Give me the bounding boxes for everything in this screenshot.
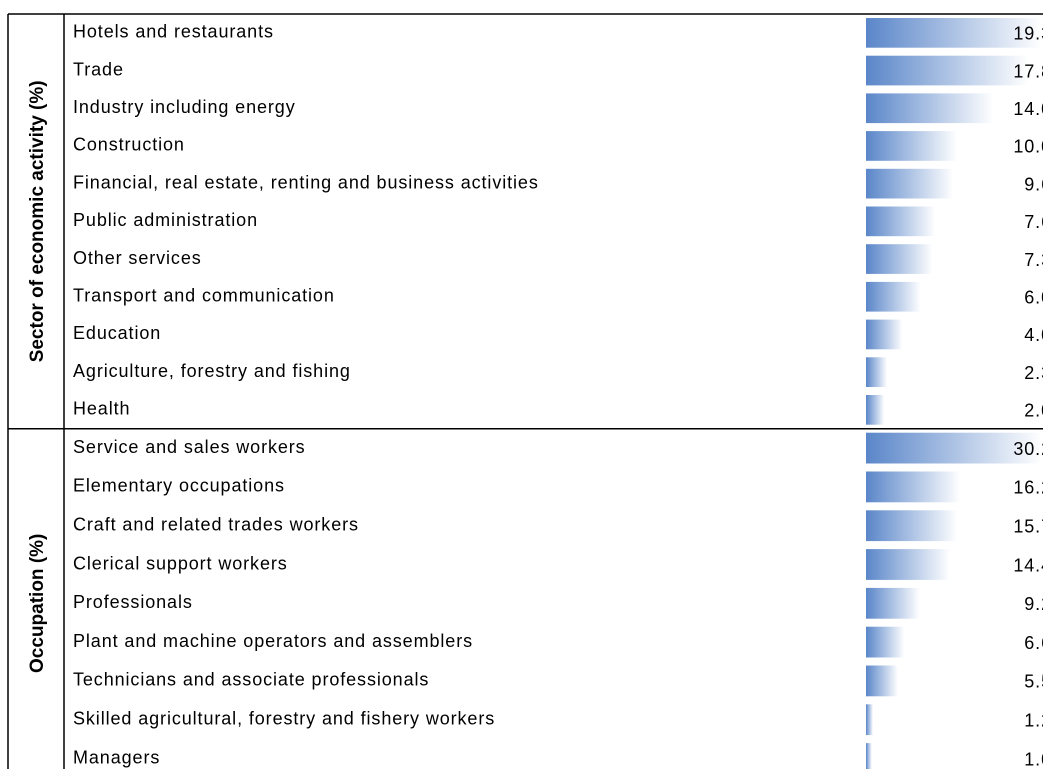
row-value: 15.7: [1013, 516, 1043, 536]
row-value: 1.2: [1024, 710, 1043, 730]
row-label: Industry including energy: [73, 97, 296, 117]
data-bar: [866, 206, 936, 237]
row-label: Craft and related trades workers: [73, 514, 359, 534]
row-label: Plant and machine operators and assemble…: [73, 631, 473, 651]
data-bar: [866, 665, 899, 697]
row-value: 14.4: [1013, 555, 1043, 575]
data-bar: [866, 626, 905, 658]
row-value: 5.5: [1024, 672, 1043, 692]
row-label: Trade: [73, 59, 124, 79]
row-label: Skilled agricultural, forestry and fishe…: [73, 708, 495, 728]
data-bar: [866, 395, 885, 425]
row-label: Clerical support workers: [73, 553, 288, 573]
row-value: 9.6: [1024, 174, 1043, 194]
row-label: Service and sales workers: [73, 437, 306, 457]
row-label: Transport and communication: [73, 286, 335, 306]
row-label: Elementary occupations: [73, 476, 285, 496]
data-bar: [866, 244, 933, 274]
row-label: Professionals: [73, 592, 193, 612]
row-value: 9.2: [1024, 594, 1043, 614]
data-bar: [866, 432, 1042, 464]
row-label: Agriculture, forestry and fishing: [73, 361, 351, 381]
row-label: Education: [73, 323, 161, 343]
row-value: 6.0: [1024, 288, 1043, 308]
row-value: 2.3: [1024, 363, 1043, 383]
row-value: 14.0: [1013, 99, 1043, 119]
row-label: Other services: [73, 248, 202, 268]
row-label: Hotels and restaurants: [73, 22, 274, 42]
row-value: 10.0: [1013, 137, 1043, 157]
row-value: 16.2: [1013, 478, 1043, 498]
data-bar: [866, 510, 958, 542]
data-bar: [866, 131, 958, 161]
data-bar: [866, 743, 872, 769]
row-label: Managers: [73, 747, 160, 767]
row-value: 4.0: [1024, 325, 1043, 345]
row-label: Public administration: [73, 210, 258, 230]
row-value: 19.3: [1013, 24, 1043, 44]
data-bar: [866, 55, 1029, 86]
row-value: 17.8: [1013, 61, 1043, 81]
group-header: Sector of economic activity (%): [27, 80, 48, 362]
row-label: Construction: [73, 135, 185, 155]
data-bar: [866, 549, 950, 580]
row-value: 1.0: [1024, 749, 1043, 769]
row-label: Health: [73, 399, 130, 419]
data-bar: [866, 18, 1042, 48]
data-bar: [866, 357, 887, 387]
row-value: 30.2: [1013, 439, 1043, 459]
row-value: 7.3: [1024, 250, 1043, 270]
data-bar: [866, 93, 994, 124]
row-value: 6.6: [1024, 633, 1043, 653]
group-header: Occupation (%): [27, 534, 48, 673]
row-value: 7.6: [1024, 212, 1043, 232]
row-value: 2.0: [1024, 401, 1043, 421]
data-bar: [866, 471, 961, 503]
row-label: Financial, real estate, renting and busi…: [73, 172, 539, 192]
data-bar: [866, 587, 920, 619]
data-bar: [866, 168, 954, 199]
data-bar: [866, 319, 903, 350]
data-bar: [866, 281, 921, 312]
data-bar: [866, 704, 873, 736]
row-label: Technicians and associate professionals: [73, 670, 429, 690]
